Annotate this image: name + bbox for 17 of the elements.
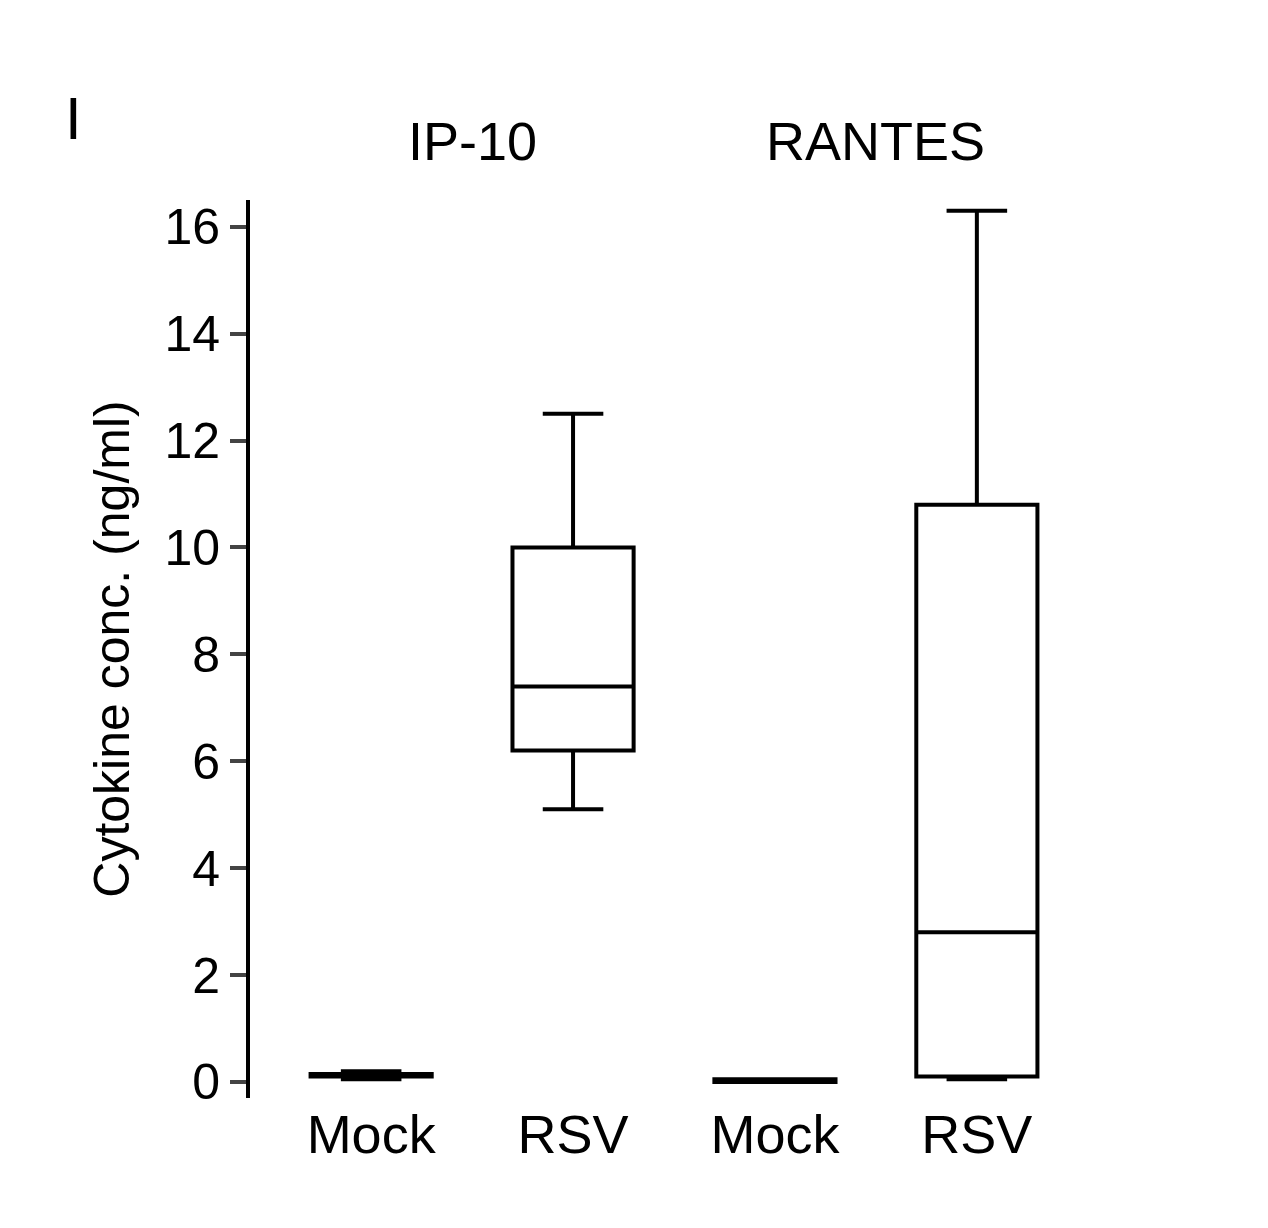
y-tick-label: 8	[192, 626, 220, 683]
y-tick-label: 16	[164, 199, 220, 256]
text: I	[65, 85, 82, 152]
y-tick-label: 0	[192, 1054, 220, 1111]
y-tick-label: 6	[192, 733, 220, 790]
text: IP-10	[408, 111, 538, 171]
y-tick-label: 10	[164, 519, 220, 576]
y-tick-label: 14	[164, 306, 220, 363]
text: RANTES	[766, 111, 986, 171]
y-tick-label: 4	[192, 840, 220, 897]
y-axis-title: Cytokine conc. (ng/ml)	[83, 400, 140, 898]
y-tick-label: 2	[192, 947, 220, 1004]
x-tick-label: Mock	[710, 1104, 841, 1164]
x-tick-label: RSV	[517, 1104, 629, 1164]
x-tick-label: RSV	[921, 1104, 1033, 1164]
y-tick-label: 12	[164, 413, 220, 470]
x-tick-label: Mock	[306, 1104, 437, 1164]
